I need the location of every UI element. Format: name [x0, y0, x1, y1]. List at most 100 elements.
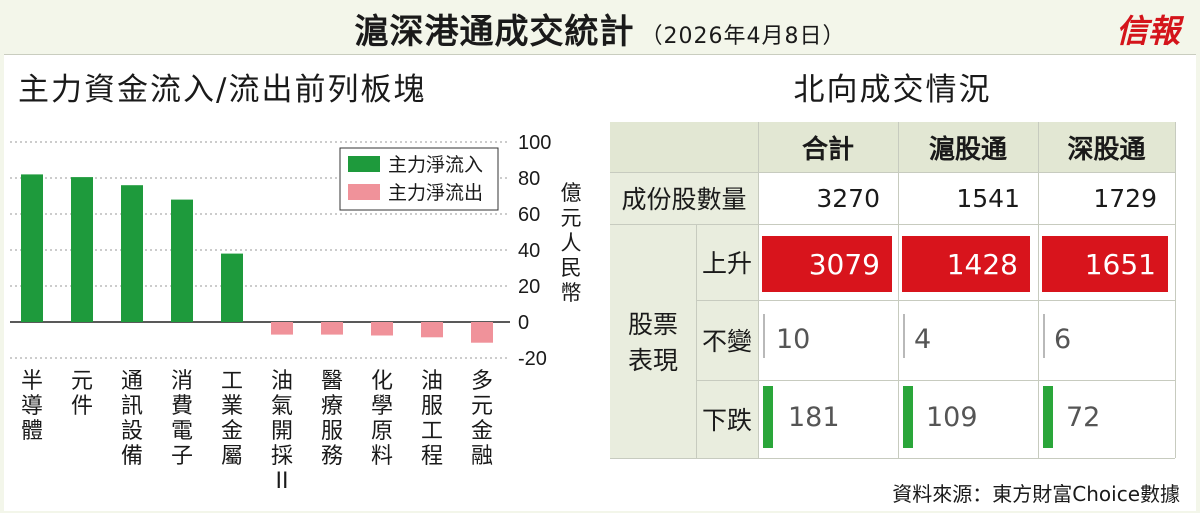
up-sz-bar: 1651 [1042, 236, 1168, 292]
x-category-label: 學 [371, 394, 393, 419]
table-separator [696, 300, 1175, 301]
source-note: 資料來源：東方財富Choice數據 [892, 482, 1180, 506]
y-tick-label: 100 [518, 132, 551, 154]
down-total-bar [763, 386, 773, 448]
bar [71, 177, 93, 322]
table-separator [1038, 122, 1039, 458]
x-category-label: 料 [371, 444, 393, 469]
table-separator [696, 224, 697, 458]
flat-sh-bar [903, 314, 905, 358]
col-header-sz: 深股通 [1038, 122, 1175, 172]
x-category-label: 電 [171, 419, 193, 444]
table-separator [1175, 122, 1176, 458]
y-tick-label: 0 [518, 312, 529, 334]
x-category-label: 油 [271, 369, 293, 394]
bar [21, 174, 43, 322]
bar [171, 199, 193, 322]
x-category-label: 設 [121, 419, 143, 444]
bar [471, 322, 493, 343]
up-total-bar: 3079 [762, 236, 892, 292]
flat-sz-bar [1043, 314, 1045, 358]
x-category-label: 元 [471, 394, 493, 419]
title-text: 滬深港通成交統計 [354, 12, 635, 52]
x-category-label: II [276, 469, 289, 494]
x-category-label: 金 [221, 419, 243, 444]
group-label-line1: 股票 [627, 310, 678, 339]
y-tick-label: -20 [518, 348, 547, 370]
down-sz-value: 72 [1066, 402, 1101, 433]
bar [121, 185, 143, 322]
x-category-label: 工 [421, 419, 443, 444]
x-category-label: 通 [121, 369, 143, 394]
x-category-label: 務 [321, 444, 343, 469]
x-category-label: 醫 [321, 369, 343, 394]
x-category-label: 導 [21, 394, 43, 419]
fund-flow-bar-chart: 100806040200-20億元人民幣半導體元件通訊設備消費電子工業金屬油氣開… [10, 132, 582, 494]
y-axis-label-char: 幣 [561, 281, 582, 305]
row-group-performance: 股票 表現 [610, 224, 696, 458]
table-separator [610, 224, 1175, 225]
right-panel-title: 北向成交情況 [793, 72, 992, 108]
x-category-label: 氣 [271, 394, 293, 419]
table-separator [696, 380, 1175, 381]
bar [221, 253, 243, 322]
y-tick-label: 80 [518, 168, 540, 190]
y-tick-label: 60 [518, 204, 540, 226]
x-category-label: 訊 [121, 394, 143, 419]
row-label-components: 成份股數量 [621, 185, 747, 214]
x-category-label: 融 [471, 444, 493, 469]
left-panel-title: 主力資金流入/流出前列板塊 [18, 72, 427, 108]
down-total-value: 181 [788, 402, 840, 433]
components-total: 3270 [758, 172, 898, 224]
components-sh: 1541 [898, 172, 1038, 224]
down-sh-value: 109 [926, 402, 978, 433]
bar [371, 322, 393, 336]
bar [421, 322, 443, 338]
x-category-label: 消 [171, 369, 193, 394]
bar [321, 322, 343, 335]
table-corner [610, 122, 758, 172]
x-category-label: 療 [321, 394, 343, 419]
legend-label: 主力淨流出 [388, 182, 483, 204]
x-category-label: 服 [421, 394, 443, 419]
x-category-label: 費 [171, 394, 193, 419]
flat-sz-value: 6 [1054, 324, 1072, 355]
table-separator [898, 122, 899, 458]
title-date: （2026年4月8日） [640, 24, 846, 49]
x-category-label: 件 [71, 394, 93, 419]
x-category-label: 備 [121, 444, 143, 469]
row-label-flat: 不變 [701, 327, 752, 356]
row-label-up: 上升 [701, 249, 752, 278]
x-category-label: 子 [171, 444, 193, 469]
flat-total-bar [763, 314, 765, 358]
x-category-label: 體 [21, 419, 43, 444]
table-separator [610, 172, 1175, 173]
up-sh-bar: 1428 [902, 236, 1030, 292]
x-category-label: 元 [71, 369, 93, 394]
page-title: 滬深港通成交統計 （2026年4月8日） [0, 4, 1200, 53]
x-category-label: 油 [421, 369, 443, 394]
group-label-line2: 表現 [627, 346, 678, 375]
x-category-label: 業 [221, 394, 243, 419]
col-header-sh: 滬股通 [898, 122, 1038, 172]
legend-swatch [348, 184, 380, 200]
x-category-label: 開 [271, 419, 293, 444]
x-category-label: 原 [371, 419, 393, 444]
y-tick-label: 40 [518, 240, 540, 262]
y-tick-label: 20 [518, 276, 540, 298]
x-category-label: 服 [321, 419, 343, 444]
flat-total-value: 10 [776, 324, 811, 355]
x-category-label: 程 [421, 444, 443, 469]
col-header-total: 合計 [758, 122, 898, 172]
table-separator [610, 458, 1175, 459]
flat-sh-value: 4 [914, 324, 932, 355]
y-axis-label-char: 人 [561, 231, 582, 255]
y-axis-label-char: 民 [561, 256, 582, 280]
x-category-label: 化 [371, 369, 393, 394]
components-sz: 1729 [1038, 172, 1175, 224]
down-sz-bar [1043, 386, 1053, 448]
x-category-label: 屬 [221, 444, 243, 469]
x-category-label: 半 [21, 369, 43, 394]
x-category-label: 多 [471, 369, 493, 394]
bar [271, 322, 293, 335]
